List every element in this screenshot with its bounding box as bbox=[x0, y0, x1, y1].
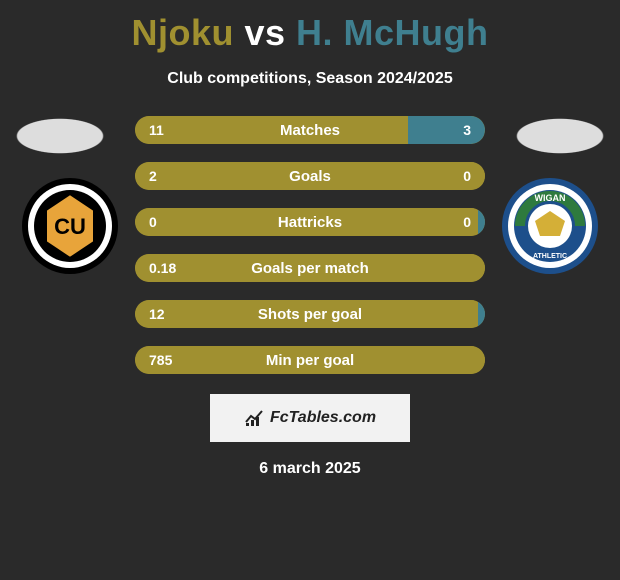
stat-label: Shots per goal bbox=[135, 306, 485, 323]
player1-crest: CU bbox=[20, 176, 120, 276]
footer-site: FcTables.com bbox=[270, 409, 376, 427]
player1-silhouette bbox=[10, 116, 110, 156]
player2-crest: WIGAN ATHLETIC bbox=[500, 176, 600, 276]
player2-silhouette bbox=[510, 116, 610, 156]
svg-text:CU: CU bbox=[54, 214, 86, 239]
stat-row: 12Shots per goal bbox=[135, 300, 485, 328]
player1-name: Njoku bbox=[131, 12, 234, 53]
stat-row: 20Goals bbox=[135, 162, 485, 190]
stat-label: Matches bbox=[135, 122, 485, 139]
vs-text: vs bbox=[244, 12, 285, 53]
stat-row: 00Hattricks bbox=[135, 208, 485, 236]
stat-label: Min per goal bbox=[135, 352, 485, 369]
crest-cu-icon: CU bbox=[20, 176, 120, 276]
subtitle: Club competitions, Season 2024/2025 bbox=[0, 70, 620, 88]
player2-name: H. McHugh bbox=[296, 12, 488, 53]
main-content: CU WIGAN ATHLETIC 113Matches 20Goals 00Hat… bbox=[0, 116, 620, 374]
stat-label: Goals per match bbox=[135, 260, 485, 277]
stat-row: 785Min per goal bbox=[135, 346, 485, 374]
crest-wigan-icon: WIGAN ATHLETIC bbox=[500, 176, 600, 276]
chart-icon bbox=[244, 408, 264, 428]
svg-text:WIGAN: WIGAN bbox=[535, 193, 566, 203]
stat-label: Goals bbox=[135, 168, 485, 185]
footer-badge[interactable]: FcTables.com bbox=[210, 394, 410, 442]
comparison-title: Njoku vs H. McHugh bbox=[0, 0, 620, 54]
svg-text:ATHLETIC: ATHLETIC bbox=[533, 253, 567, 260]
stat-row: 113Matches bbox=[135, 116, 485, 144]
footer-date: 6 march 2025 bbox=[0, 460, 620, 478]
stats-bars: 113Matches 20Goals 00Hattricks 0.18Goals pe… bbox=[135, 116, 485, 374]
stat-row: 0.18Goals per match bbox=[135, 254, 485, 282]
stat-label: Hattricks bbox=[135, 214, 485, 231]
